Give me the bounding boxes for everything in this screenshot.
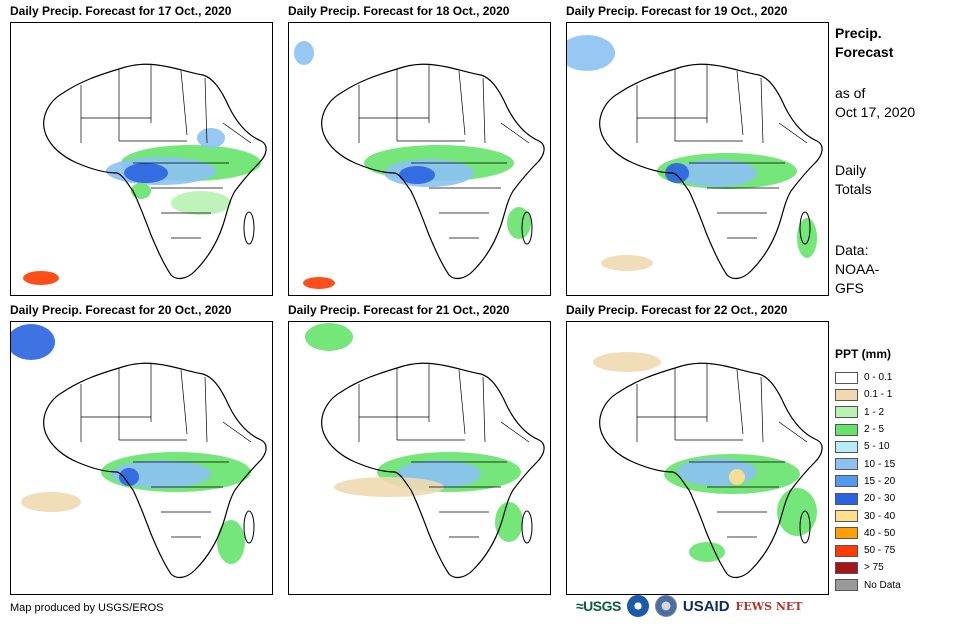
- panel-title: Daily Precip. Forecast for 21 Oct., 2020: [288, 303, 510, 317]
- legend-title: PPT (mm): [835, 347, 892, 361]
- state-dept-seal: [654, 595, 677, 617]
- legend-item: > 75: [835, 559, 901, 576]
- legend-item: 30 - 40: [835, 507, 901, 524]
- panel-oct-18: Daily Precip. Forecast for 18 Oct., 2020: [288, 4, 551, 296]
- partner-logos: ≈USGS USAID FEWS NET: [576, 595, 802, 617]
- precip-map: [10, 321, 273, 595]
- legend-label: 40 - 50: [864, 527, 896, 539]
- panel-title: Daily Precip. Forecast for 19 Oct., 2020: [566, 4, 788, 18]
- legend-label: 5 - 10: [864, 441, 890, 453]
- fews-net-logo: FEWS NET: [735, 599, 803, 613]
- map-graphic: [567, 23, 828, 295]
- legend-swatch: [835, 544, 858, 557]
- legend: PPT (mm) 0 - 0.1 0.1 - 1 1 - 2 2 - 5 5 - 10 1…: [835, 347, 901, 594]
- legend-label: No Data: [864, 579, 901, 591]
- panel-oct-21: Daily Precip. Forecast for 21 Oct., 2020: [288, 303, 551, 595]
- precip-map: [288, 22, 551, 296]
- precip-map: [10, 22, 273, 296]
- legend-label: 0.1 - 1: [864, 389, 893, 401]
- legend-item: No Data: [835, 577, 901, 594]
- as-of-label: as of: [835, 85, 866, 101]
- legend-label: 0 - 0.1: [864, 372, 893, 384]
- legend-swatch: [835, 371, 858, 384]
- panel-oct-20: Daily Precip. Forecast for 20 Oct., 2020: [10, 303, 273, 595]
- data-line-1: Data:: [835, 242, 869, 258]
- legend-item: 20 - 30: [835, 490, 901, 507]
- usaid-logo: USAID: [682, 597, 730, 615]
- map-graphic: [289, 322, 550, 594]
- legend-label: > 75: [864, 562, 884, 574]
- data-line-3: GFS: [835, 280, 864, 296]
- panel-title: Daily Precip. Forecast for 18 Oct., 2020: [288, 4, 510, 18]
- legend-swatch: [835, 527, 858, 540]
- legend-label: 10 - 15: [864, 458, 896, 470]
- panel-title: Daily Precip. Forecast for 20 Oct., 2020: [10, 303, 232, 317]
- side-heading: Precip. Forecast: [835, 24, 893, 62]
- usgs-logo: ≈USGS: [576, 598, 621, 614]
- legend-item: 0.1 - 1: [835, 386, 901, 403]
- as-of-date: as of Oct 17, 2020: [835, 84, 915, 122]
- data-line-2: NOAA-: [835, 261, 880, 277]
- legend-item: 15 - 20: [835, 473, 901, 490]
- legend-swatch: [835, 458, 858, 471]
- precip-map: [288, 321, 551, 595]
- precip-map: [566, 321, 829, 595]
- legend-label: 1 - 2: [864, 406, 885, 418]
- panel-oct-19: Daily Precip. Forecast for 19 Oct., 2020: [566, 4, 829, 296]
- legend-item: 2 - 5: [835, 421, 901, 438]
- legend-label: 30 - 40: [864, 510, 896, 522]
- precip-map: [566, 22, 829, 296]
- heading-line-1: Precip.: [835, 25, 882, 41]
- panel-title: Daily Precip. Forecast for 22 Oct., 2020: [566, 303, 788, 317]
- legend-swatch: [835, 510, 858, 523]
- totals-note: Daily Totals: [835, 161, 872, 199]
- totals-line-1: Daily: [835, 162, 867, 178]
- map-graphic: [289, 23, 550, 295]
- legend-swatch: [835, 475, 858, 488]
- noaa-logo: [626, 595, 649, 617]
- map-graphic: [11, 322, 272, 594]
- legend-item: 50 - 75: [835, 542, 901, 559]
- legend-item: 5 - 10: [835, 438, 901, 455]
- legend-swatch: [835, 579, 858, 592]
- data-source: Data: NOAA- GFS: [835, 241, 879, 298]
- legend-label: 50 - 75: [864, 545, 896, 557]
- map-credit: Map produced by USGS/EROS: [10, 602, 164, 614]
- legend-swatch: [835, 561, 858, 574]
- legend-swatch: [835, 492, 858, 505]
- map-graphic: [567, 322, 828, 594]
- legend-label: 20 - 30: [864, 493, 896, 505]
- legend-item: 40 - 50: [835, 525, 901, 542]
- legend-label: 15 - 20: [864, 475, 896, 487]
- map-graphic: [11, 23, 272, 295]
- panel-oct-22: Daily Precip. Forecast for 22 Oct., 2020: [566, 303, 829, 595]
- legend-label: 2 - 5: [864, 424, 885, 436]
- legend-swatch: [835, 406, 858, 419]
- legend-swatch: [835, 423, 858, 436]
- legend-item: 0 - 0.1: [835, 369, 901, 386]
- panel-title: Daily Precip. Forecast for 17 Oct., 2020: [10, 4, 232, 18]
- legend-swatch: [835, 388, 858, 401]
- panel-oct-17: Daily Precip. Forecast for 17 Oct., 2020: [10, 4, 273, 296]
- as-of-value: Oct 17, 2020: [835, 104, 916, 120]
- legend-item: 10 - 15: [835, 455, 901, 472]
- legend-item: 1 - 2: [835, 404, 901, 421]
- totals-line-2: Totals: [835, 181, 872, 197]
- heading-line-2: Forecast: [835, 44, 894, 60]
- legend-swatch: [835, 440, 858, 453]
